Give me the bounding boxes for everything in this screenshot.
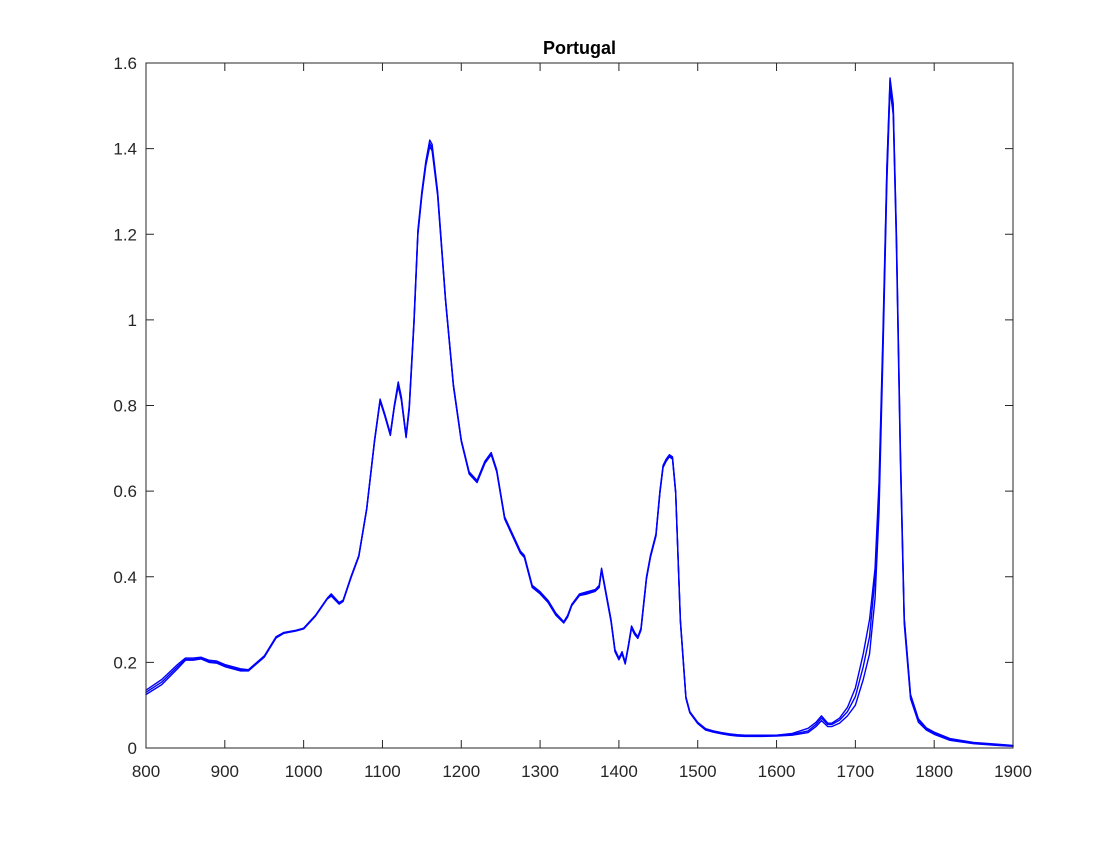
x-tick-label: 900	[211, 762, 239, 781]
y-tick-label: 1.2	[113, 225, 137, 244]
x-tick-label: 1800	[915, 762, 953, 781]
x-tick-label: 1300	[521, 762, 559, 781]
x-tick-label: 1900	[994, 762, 1032, 781]
y-tick-label: 0.2	[113, 653, 137, 672]
x-tick-label: 1400	[600, 762, 638, 781]
y-tick-label: 0	[128, 739, 137, 758]
x-tick-label: 1700	[836, 762, 874, 781]
x-tick-label: 1500	[679, 762, 717, 781]
x-tick-label: 1600	[758, 762, 796, 781]
y-tick-label: 1.4	[113, 140, 137, 159]
x-axis-ticks: 800 900 1000 1100 1200 1300 1400 1500 1600 1700 18…	[132, 63, 1032, 781]
x-tick-label: 1000	[285, 762, 323, 781]
y-tick-label: 0.4	[113, 568, 137, 587]
x-tick-label: 1100	[364, 762, 401, 781]
chart-title: Portugal	[543, 38, 616, 58]
x-tick-label: 1200	[442, 762, 480, 781]
x-tick-label: 800	[132, 762, 160, 781]
series-line-3	[145, 77, 1014, 747]
y-tick-label: 0.8	[113, 397, 137, 416]
plot-area	[146, 63, 1013, 748]
series-group	[145, 77, 1014, 747]
y-axis-ticks: 0 0.2 0.4 0.6 0.8 1 1.2 1.4 1.6	[113, 54, 1013, 758]
y-tick-label: 1.6	[113, 54, 137, 73]
y-tick-label: 1	[128, 311, 137, 330]
y-tick-label: 0.6	[113, 482, 137, 501]
